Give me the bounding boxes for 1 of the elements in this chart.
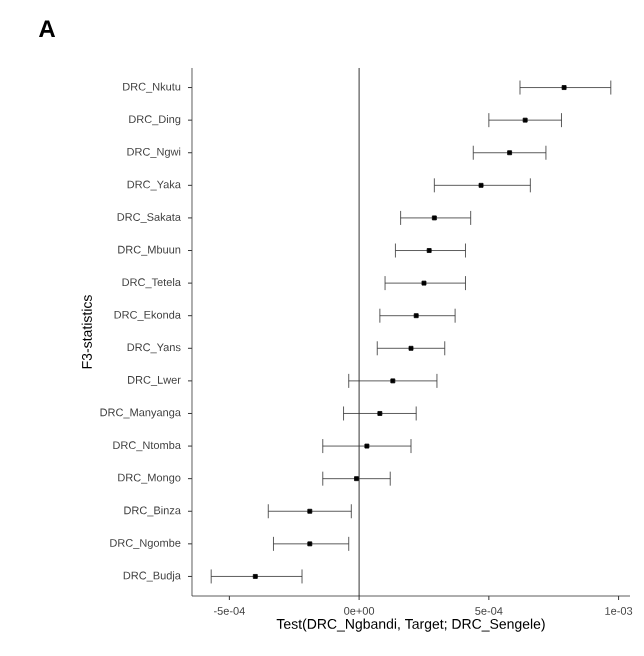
chart-title: A [39,20,56,37]
